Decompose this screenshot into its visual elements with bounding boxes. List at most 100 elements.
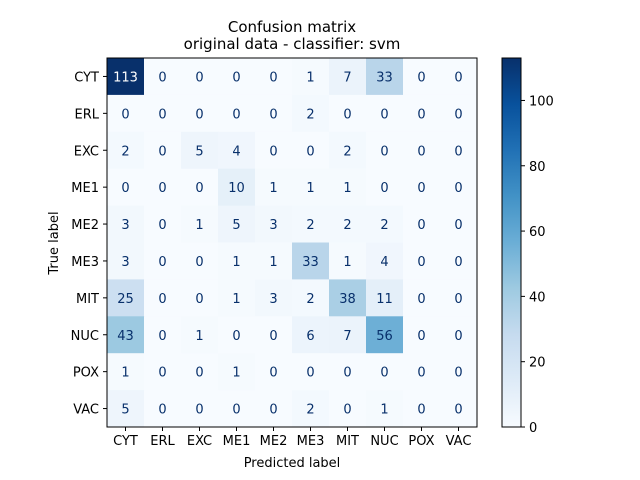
y-tick-label: EXC: [74, 144, 99, 159]
heatmap-cell: [440, 242, 478, 280]
heatmap-cell: [255, 390, 293, 428]
heatmap-cell: [403, 94, 441, 133]
cell-value-label: 0: [454, 181, 462, 196]
heatmap-cell: [440, 131, 478, 170]
cell-value-label: 0: [195, 70, 203, 85]
cell-value-label: 0: [158, 329, 166, 344]
heatmap-cell: [144, 353, 182, 391]
cell-value-label: 5: [195, 144, 203, 159]
cell-value-label: 11: [376, 292, 393, 307]
cell-value-label: 0: [380, 107, 388, 122]
heatmap-cell: [403, 242, 441, 280]
heatmap-cell: [366, 353, 404, 391]
cell-value-label: 1: [269, 255, 277, 270]
cell-value-label: 0: [343, 403, 351, 418]
y-tick-label: ME3: [71, 255, 99, 270]
cell-value-label: 3: [269, 218, 277, 233]
heatmap-cell: [366, 168, 404, 207]
heatmap-cell: [292, 168, 330, 207]
cell-value-label: 2: [343, 144, 351, 159]
cell-value-label: 1: [343, 181, 351, 196]
heatmap-cell: [218, 94, 256, 133]
x-tick-label: POX: [408, 434, 434, 449]
heatmap-cell: [329, 58, 367, 96]
heatmap-cell: [107, 131, 145, 170]
heatmap-cell: [107, 58, 145, 96]
heatmap-cell: [440, 94, 478, 133]
cell-value-label: 0: [454, 329, 462, 344]
chart-title-line2: original data - classifier: svm: [184, 35, 401, 53]
heatmap-cell: [255, 205, 293, 243]
heatmap-cell: [292, 242, 330, 280]
heatmap-cell: [440, 316, 478, 354]
cell-value-label: 2: [380, 218, 388, 233]
y-tick-label: ME2: [71, 218, 99, 233]
cell-value-label: 0: [121, 107, 129, 122]
heatmap-cell: [255, 58, 293, 96]
heatmap-cell: [144, 316, 182, 354]
heatmap-cell: [292, 390, 330, 428]
heatmap-cell: [329, 205, 367, 243]
cell-value-label: 1: [195, 329, 203, 344]
cell-value-label: 6: [306, 329, 314, 344]
cell-value-label: 0: [417, 366, 425, 381]
cell-value-label: 0: [454, 255, 462, 270]
heatmap-cell: [366, 390, 404, 428]
cell-value-label: 2: [306, 403, 314, 418]
cell-value-label: 0: [417, 181, 425, 196]
heatmap-cell: [366, 94, 404, 133]
heatmap-cell: [107, 242, 145, 280]
heatmap-cell: [144, 131, 182, 170]
heatmap-cell: [218, 279, 256, 317]
cell-value-label: 0: [158, 144, 166, 159]
heatmap-cell: [329, 390, 367, 428]
heatmap-cell: [144, 279, 182, 317]
heatmap-cell: [366, 279, 404, 317]
heatmap-cell: [218, 316, 256, 354]
cell-value-label: 56: [376, 329, 393, 344]
heatmap-cell: [329, 94, 367, 133]
cell-value-label: 0: [232, 70, 240, 85]
cell-value-label: 0: [121, 181, 129, 196]
heatmap-cell: [366, 131, 404, 170]
cell-value-label: 1: [121, 366, 129, 381]
heatmap-cell: [403, 58, 441, 96]
heatmap-cell: [144, 94, 182, 133]
x-tick-label: ME1: [223, 434, 251, 449]
cell-value-label: 1: [232, 292, 240, 307]
heatmap-cell: [107, 279, 145, 317]
cell-value-label: 0: [454, 107, 462, 122]
cell-value-label: 0: [454, 144, 462, 159]
cell-value-label: 7: [343, 70, 351, 85]
cell-value-label: 3: [121, 218, 129, 233]
x-tick-label: NUC: [370, 434, 398, 449]
heatmap-cell: [181, 279, 219, 317]
colorbar-tick-label: 60: [529, 225, 546, 240]
cell-value-label: 0: [380, 366, 388, 381]
cell-value-label: 0: [454, 218, 462, 233]
heatmap-cell: [329, 316, 367, 354]
heatmap-cell: [181, 58, 219, 96]
cell-value-label: 1: [306, 70, 314, 85]
cell-value-label: 0: [343, 366, 351, 381]
heatmap-cell: [107, 316, 145, 354]
y-tick-label: POX: [73, 366, 99, 381]
plot-frame: [106, 57, 478, 428]
cell-value-label: 0: [195, 366, 203, 381]
cell-value-label: 0: [158, 181, 166, 196]
heatmap-cell: [181, 168, 219, 207]
y-tick-label: MIT: [76, 292, 99, 307]
cell-value-label: 0: [232, 107, 240, 122]
colorbar-tick-label: 40: [529, 290, 546, 305]
cell-value-label: 0: [417, 218, 425, 233]
cell-value-label: 2: [343, 218, 351, 233]
heatmap-cell: [181, 131, 219, 170]
cell-value-label: 1: [343, 255, 351, 270]
heatmap-cell: [181, 353, 219, 391]
cell-value-label: 1: [306, 181, 314, 196]
heatmap-cell: [107, 168, 145, 207]
heatmap-cell: [107, 390, 145, 428]
cell-value-label: 0: [454, 70, 462, 85]
heatmap-cell: [292, 353, 330, 391]
cell-value-label: 0: [269, 366, 277, 381]
